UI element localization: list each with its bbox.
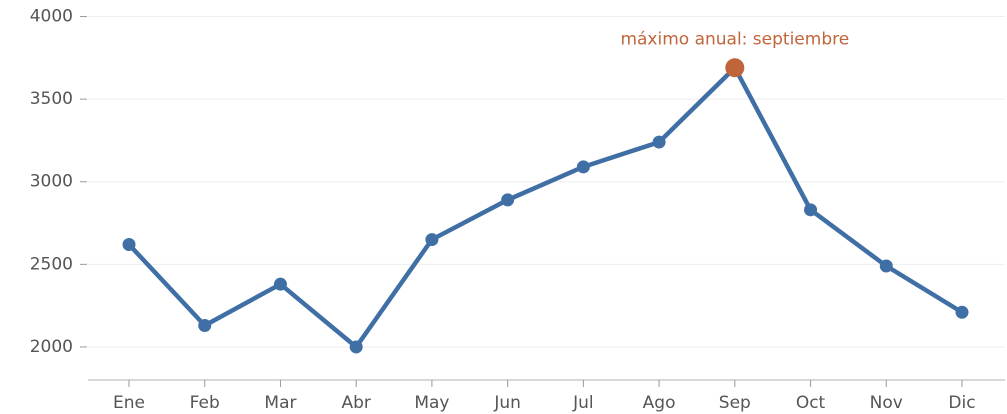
x-tick-label: Ago xyxy=(643,393,676,413)
marker xyxy=(652,135,666,149)
marker xyxy=(804,203,818,217)
marker xyxy=(725,58,745,78)
x-tick-label: Ene xyxy=(113,393,145,413)
marker xyxy=(198,318,212,332)
x-tick-label: Mar xyxy=(264,393,296,413)
line xyxy=(127,65,964,350)
y-tick-label: 3000 xyxy=(30,172,73,192)
marker xyxy=(425,233,439,247)
x-tick-label: Jul xyxy=(572,393,594,413)
x-tick-label: Abr xyxy=(341,393,370,413)
marker xyxy=(349,340,363,354)
marker xyxy=(879,259,893,273)
x-tick-label: Sep xyxy=(719,393,751,413)
y-tick-label: 2500 xyxy=(30,254,73,274)
marker xyxy=(122,238,136,252)
marker xyxy=(955,305,969,319)
x-tick-label: May xyxy=(414,393,449,413)
x-tick-label: Dic xyxy=(948,393,975,413)
marker xyxy=(501,193,515,207)
y-tick-label: 4000 xyxy=(30,7,73,27)
x-tick-label: Jun xyxy=(493,393,521,413)
y-tick-label: 2000 xyxy=(30,337,73,357)
x-tick-label: Oct xyxy=(796,393,826,413)
annotation: máximo anual: septiembre xyxy=(620,30,849,50)
x-tick-label: Feb xyxy=(190,393,220,413)
marker xyxy=(576,160,590,174)
y-tick-label: 3500 xyxy=(30,89,73,109)
marker xyxy=(273,277,287,291)
x-tick-label: Nov xyxy=(870,393,903,413)
